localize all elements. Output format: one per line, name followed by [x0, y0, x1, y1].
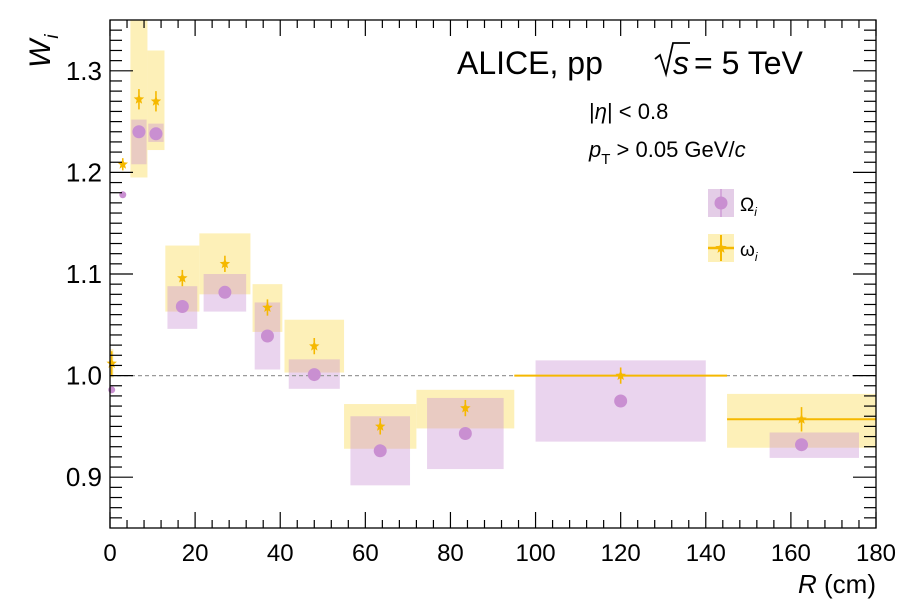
sqrt-icon [654, 42, 690, 78]
cut-pt: pT > 0.05 GeV/c [588, 137, 746, 168]
title-experiment: ALICE, pp [457, 45, 603, 81]
cut-eta: |η| < 0.8 [589, 99, 668, 124]
omega-systematic-boxes [110, 20, 876, 449]
legend-entry-Omega: Ωi [708, 189, 757, 219]
Omega-marker-10 [614, 394, 628, 408]
omega-marker-7 [309, 340, 320, 351]
y-tick-labels: 0.9 1.0 1.1 1.2 1.3 [66, 56, 102, 492]
x-tick-label-7: 140 [686, 540, 726, 567]
omega-marker-5 [219, 258, 231, 269]
omega-points [106, 89, 876, 435]
legend-Omega-label: Ωi [740, 195, 757, 219]
omega-marker-10 [615, 370, 626, 381]
Omega-marker-7 [307, 368, 321, 382]
x-tick-label-5: 100 [516, 540, 556, 567]
legend-omega-marker [715, 242, 727, 253]
x-tick-labels: 0 20 40 60 80 100 120 140 160 180 [103, 540, 896, 567]
Omega-marker-9 [458, 427, 472, 441]
y-tick-label-0: 0.9 [66, 462, 102, 492]
x-tick-label-2: 40 [267, 540, 294, 567]
legend-entry-omega: ωi [708, 234, 758, 264]
Omega-marker-11 [795, 438, 809, 452]
x-tick-label-4: 80 [437, 540, 464, 567]
omega-marker-0 [106, 357, 117, 368]
x-axis-label: R (cm) [798, 569, 876, 599]
omega-marker-11 [796, 413, 807, 424]
x-tick-label-0: 0 [103, 540, 116, 567]
omega-marker-2 [133, 93, 145, 104]
x-tick-label-9: 180 [856, 540, 896, 567]
y-tick-label-4: 1.3 [66, 56, 102, 86]
omega-marker-8 [375, 420, 386, 431]
Omega-sys-box-11 [769, 432, 859, 458]
Omega-marker-8 [373, 444, 387, 458]
omega-marker-4 [177, 272, 188, 283]
x-tick-label-1: 20 [182, 540, 209, 567]
x-tick-label-3: 60 [352, 540, 379, 567]
y-tick-label-1: 1.0 [66, 361, 102, 391]
y-tick-label-2: 1.1 [66, 259, 102, 289]
omega-marker-3 [150, 95, 162, 106]
Omega-marker-5 [218, 285, 232, 299]
legend: Ωi ωi [708, 189, 758, 264]
Omega-marker-0 [108, 386, 116, 394]
omega-marker-1 [117, 158, 128, 169]
Omega-points [108, 125, 809, 458]
legend-Omega-marker [714, 196, 728, 210]
omega-marker-9 [460, 402, 471, 413]
title-sqrt-s: s [673, 45, 689, 81]
Omega-marker-3 [149, 127, 163, 141]
chart-title: ALICE, pp s = 5 TeV [457, 42, 803, 81]
omega-marker-6 [262, 302, 273, 312]
axis-ticks [109, 20, 877, 528]
legend-omega-label: ωi [740, 240, 758, 264]
y-tick-label-3: 1.2 [66, 157, 102, 187]
Omega-marker-4 [175, 300, 189, 314]
Omega-marker-2 [132, 125, 146, 139]
y-axis-label: Wi [24, 34, 63, 68]
x-tick-label-8: 160 [771, 540, 811, 567]
title-energy: = 5 TeV [694, 45, 803, 81]
Omega-marker-6 [260, 329, 274, 343]
x-tick-label-6: 120 [601, 540, 641, 567]
